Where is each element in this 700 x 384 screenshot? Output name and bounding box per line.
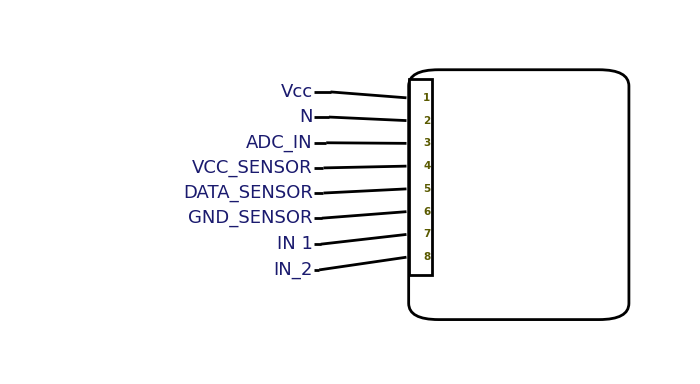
Bar — [409, 79, 432, 275]
Text: 5: 5 — [423, 184, 430, 194]
Text: 6: 6 — [423, 207, 430, 217]
Text: 2: 2 — [423, 116, 430, 126]
Text: 7: 7 — [423, 229, 430, 240]
Text: Vcc: Vcc — [281, 83, 313, 101]
Text: 8: 8 — [423, 252, 430, 262]
Text: VCC_SENSOR: VCC_SENSOR — [192, 159, 313, 177]
Text: ADC_IN: ADC_IN — [246, 134, 313, 152]
Text: 1: 1 — [423, 93, 430, 103]
Text: 4: 4 — [423, 161, 430, 171]
Text: IN_2: IN_2 — [273, 261, 313, 279]
Text: DATA_SENSOR: DATA_SENSOR — [183, 184, 313, 202]
Text: N: N — [299, 108, 313, 126]
Text: GND_SENSOR: GND_SENSOR — [188, 209, 313, 227]
FancyBboxPatch shape — [409, 70, 629, 319]
Text: IN 1: IN 1 — [276, 235, 313, 253]
Text: 3: 3 — [423, 138, 430, 148]
